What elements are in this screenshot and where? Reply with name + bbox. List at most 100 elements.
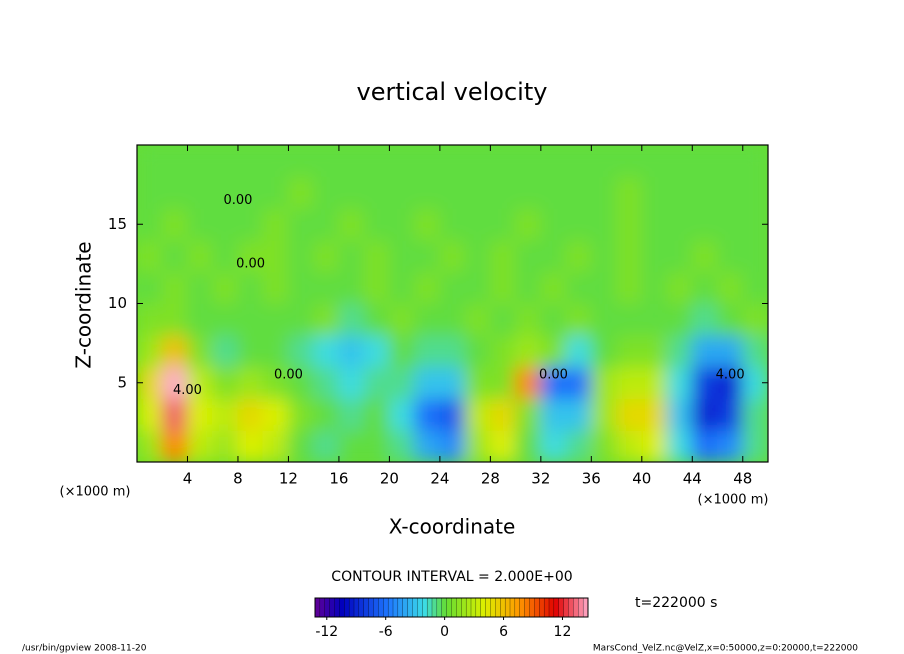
field-cell: [137, 334, 163, 368]
field-cell: [186, 145, 214, 178]
field-cell: [363, 334, 390, 368]
field-cell: [641, 176, 668, 209]
field-cell: [212, 145, 239, 178]
field-cell: [565, 429, 592, 462]
field-cell: [212, 239, 239, 273]
field-cell: [388, 176, 416, 209]
field-cell: [616, 366, 643, 400]
field-cell: [464, 207, 491, 241]
colorbar-band: [319, 597, 326, 618]
field-cell: [641, 145, 668, 178]
field-cell: [363, 239, 390, 273]
colorbar-band: [495, 597, 501, 618]
field-cell: [262, 303, 289, 336]
field-cell: [666, 239, 693, 273]
colorbar-band: [529, 597, 535, 618]
colorbar-band: [334, 597, 340, 618]
x-tick-label: 28: [481, 470, 500, 488]
field-cell: [237, 145, 264, 178]
field-cell: [489, 145, 517, 178]
field-cell: [262, 398, 289, 431]
field-cell: [237, 176, 264, 209]
colorbar-band: [461, 597, 467, 618]
field-cell: [641, 334, 668, 368]
field-cell: [464, 176, 491, 209]
field-cell: [237, 334, 264, 368]
field-cell: [717, 145, 744, 178]
field-cell: [439, 366, 466, 400]
field-cell: [313, 334, 340, 368]
field-cell: [212, 398, 239, 431]
colorbar-band: [329, 597, 335, 618]
field-cell: [515, 366, 542, 400]
field-cell: [540, 207, 567, 241]
y-tick-label: 10: [108, 294, 127, 312]
field-cell: [515, 271, 542, 304]
field-cell: [489, 398, 517, 431]
colorbar-band: [402, 597, 409, 618]
field-cell: [262, 271, 289, 304]
field-cell: [590, 429, 618, 462]
field-cell: [287, 303, 315, 336]
colorbar-band: [456, 597, 462, 618]
field-cell: [363, 366, 390, 400]
field-cell: [515, 239, 542, 273]
field-cell: [439, 429, 466, 462]
field-cell: [590, 366, 618, 400]
field-cell: [742, 303, 768, 336]
field-cell: [186, 207, 214, 241]
field-cell: [287, 271, 315, 304]
colorbar-tick-label: 0: [440, 624, 449, 640]
field-cell: [590, 334, 618, 368]
field-cell: [742, 145, 768, 178]
field-cell: [161, 303, 188, 336]
y-tick-label: 15: [108, 215, 127, 233]
field-cell: [439, 239, 466, 273]
field-cell: [590, 398, 618, 431]
field-cell: [590, 207, 618, 241]
field-cell: [237, 303, 264, 336]
field-cell: [186, 334, 214, 368]
field-cell: [212, 271, 239, 304]
field-cell: [262, 207, 289, 241]
colorbar-band: [553, 597, 560, 618]
field-cell: [237, 239, 264, 273]
field-cell: [540, 271, 567, 304]
colorbar-band: [519, 597, 526, 618]
colorbar-band: [373, 597, 379, 618]
field-cell: [691, 271, 719, 304]
field-cell: [414, 176, 441, 209]
field-cell: [313, 145, 340, 178]
field-cell: [742, 429, 768, 462]
field-cell: [742, 176, 768, 209]
x-tick-label: 8: [233, 470, 243, 488]
field-cell: [388, 271, 416, 304]
field-cell: [338, 271, 365, 304]
field-cell: [717, 207, 744, 241]
field-cell: [691, 239, 719, 273]
field-cell: [287, 176, 315, 209]
field-cell: [262, 334, 289, 368]
field-cell: [641, 398, 668, 431]
field-cell: [641, 429, 668, 462]
colorbar-band: [422, 597, 428, 618]
field-cell: [161, 145, 188, 178]
field-cell: [262, 239, 289, 273]
colorbar-band: [475, 597, 482, 618]
field-cell: [565, 366, 592, 400]
field-cell: [363, 145, 390, 178]
colorbar-band: [436, 597, 443, 618]
contour-label: 0.00: [274, 367, 303, 382]
field-cell: [464, 366, 491, 400]
field-cell: [287, 239, 315, 273]
field-cell: [161, 334, 188, 368]
field-cell: [515, 429, 542, 462]
field-layer: [137, 145, 768, 462]
field-cell: [313, 271, 340, 304]
field-cell: [137, 398, 163, 431]
field-cell: [414, 239, 441, 273]
footer-left: /usr/bin/gpview 2008-11-20: [22, 644, 147, 654]
colorbar-band: [368, 597, 374, 618]
field-cell: [388, 398, 416, 431]
field-cell: [565, 334, 592, 368]
